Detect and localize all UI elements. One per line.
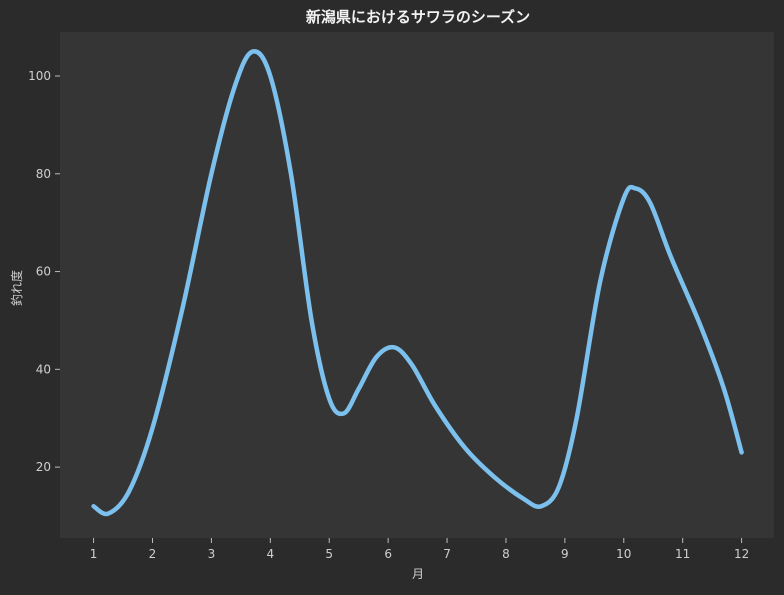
x-tick-label: 6 (384, 547, 392, 561)
y-tick-label: 100 (28, 69, 51, 83)
x-tick-label: 3 (208, 547, 216, 561)
x-tick-label: 1 (90, 547, 98, 561)
x-tick-label: 8 (502, 547, 510, 561)
y-tick-label: 80 (36, 167, 51, 181)
y-axis-label: 釣れ度 (9, 270, 24, 306)
series-layer (91, 49, 744, 517)
x-tick-label: 7 (443, 547, 451, 561)
x-tick-label: 5 (325, 547, 333, 561)
x-tick-label: 10 (616, 547, 631, 561)
x-tick-label: 9 (561, 547, 569, 561)
x-tick-label: 11 (675, 547, 690, 561)
y-tick-label: 60 (36, 265, 51, 279)
x-axis: 1 2 3 4 5 6 7 8 9 10 11 12 (90, 538, 749, 561)
y-axis: 20 40 60 80 100 (28, 69, 60, 474)
x-tick-label: 2 (149, 547, 157, 561)
plot-area (60, 32, 774, 538)
series-line (91, 49, 744, 517)
x-tick-label: 4 (266, 547, 274, 561)
x-tick-label: 12 (734, 547, 749, 561)
y-tick-label: 20 (36, 460, 51, 474)
y-tick-label: 40 (36, 362, 51, 376)
x-axis-label: 月 (412, 567, 424, 581)
chart-title: 新潟県におけるサワラのシーズン (306, 8, 530, 26)
